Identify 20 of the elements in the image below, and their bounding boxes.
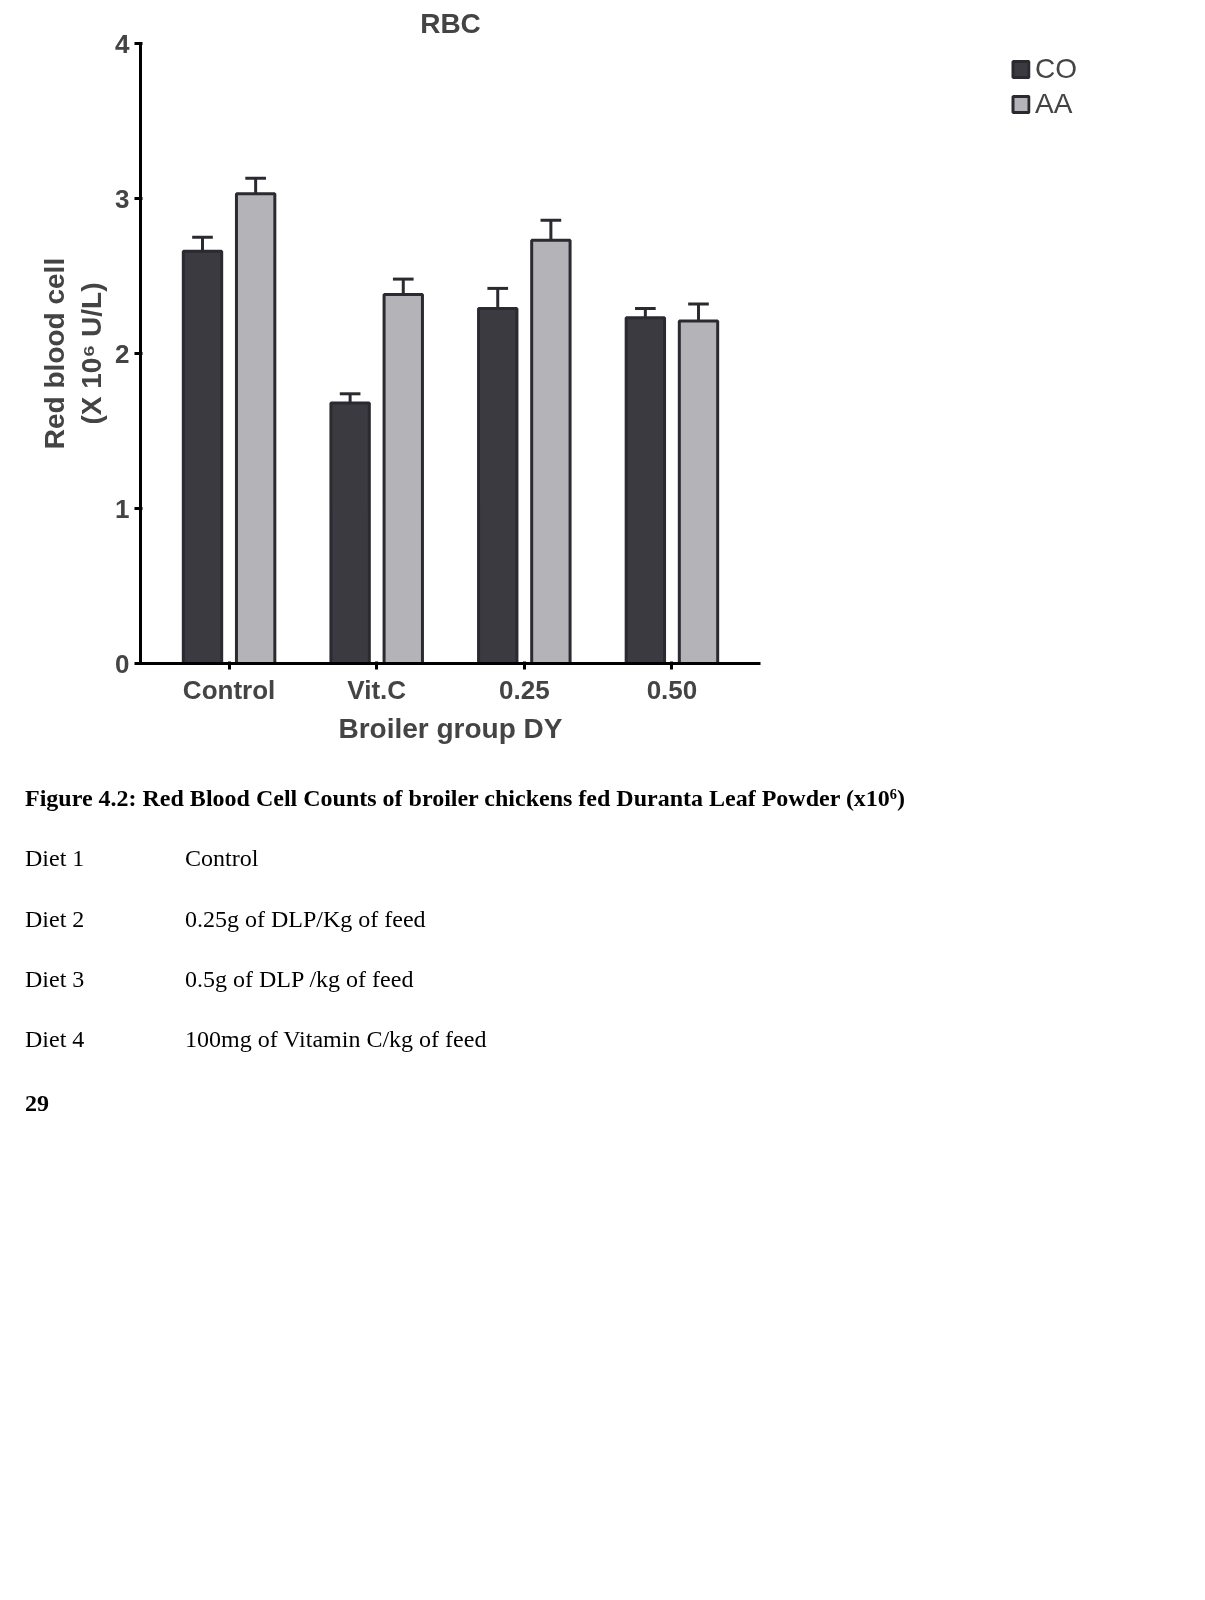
- text: 29: [25, 1089, 50, 1119]
- x-axis-title: Broiler group DY: [338, 712, 563, 744]
- text: Diet 1 Control: [25, 845, 259, 872]
- y-tick-label: 1: [115, 493, 130, 524]
- legend-label: CO: [1035, 53, 1077, 85]
- legend-label: AA: [1035, 88, 1073, 120]
- y-tick-label: 2: [115, 338, 130, 369]
- y-tick-label: 0: [115, 648, 130, 679]
- y-tick-label: 3: [115, 183, 130, 214]
- y-tick-label: 4: [115, 28, 131, 59]
- x-tick-label: Control: [182, 674, 276, 705]
- y-axis-title: Red blood cell (X 10⁶ U/L): [38, 257, 108, 450]
- x-tick-label: Vit.C: [347, 674, 407, 705]
- text: Diet 2 0.25g of DLP/Kg of feed: [25, 905, 426, 932]
- chart-title: RBC: [420, 7, 481, 39]
- x-tick-label: 0.50: [646, 674, 698, 705]
- x-tick-label: 0.25: [499, 674, 550, 705]
- text: Diet 3 0.5g of DLP /kg of feed: [25, 965, 414, 992]
- caption: Figure 4.2: Red Blood Cell Counts of broiler chickens fed Duranta Leaf Powder (x10⁶): [25, 784, 906, 813]
- text: Diet 4 100mg of Vitamin C/kg of feed: [25, 1026, 487, 1053]
